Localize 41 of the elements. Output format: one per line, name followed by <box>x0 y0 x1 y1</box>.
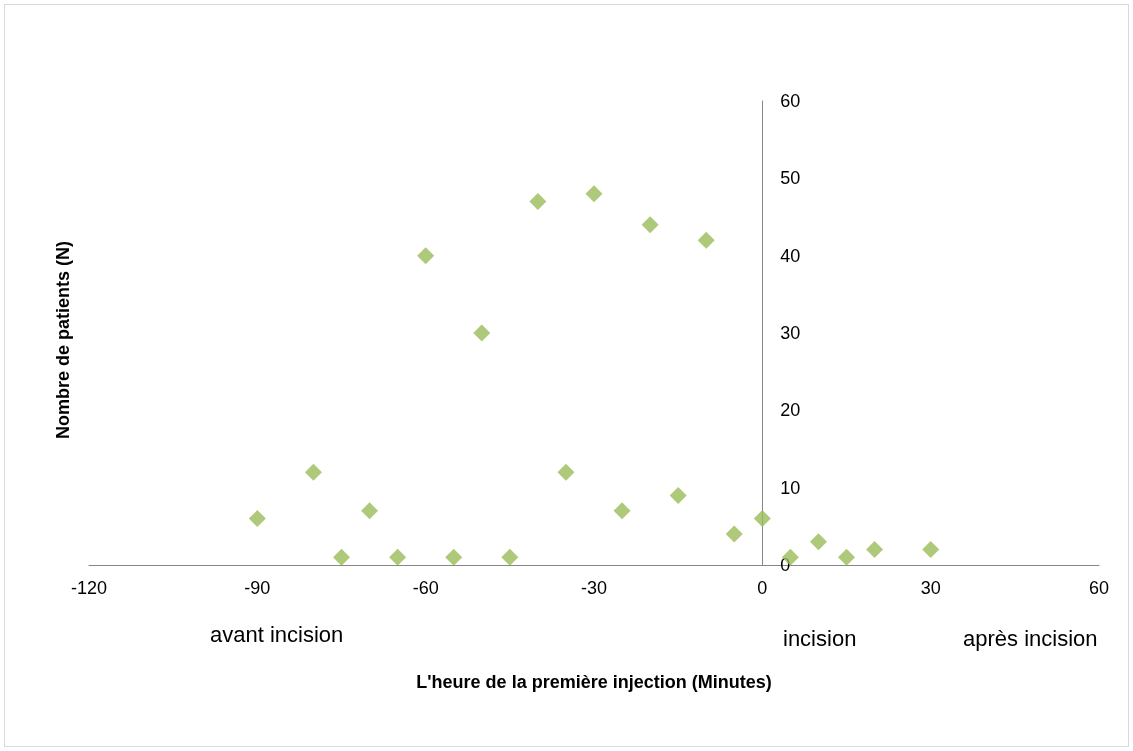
point <box>613 502 631 520</box>
point <box>389 548 407 566</box>
y-tick-label: 50 <box>780 168 801 189</box>
x-tick-label: 30 <box>920 578 941 598</box>
x-axis-title: L'heure de la première injection (Minutes) <box>416 672 772 692</box>
point <box>922 541 940 559</box>
text: après incision <box>963 625 1098 651</box>
y-tick-label: 0 <box>780 555 791 575</box>
y-tick-label: 20 <box>780 400 801 421</box>
point <box>838 548 855 566</box>
point <box>809 533 827 551</box>
point <box>753 510 771 528</box>
point <box>697 231 715 249</box>
point <box>641 216 659 234</box>
point <box>585 185 603 203</box>
x-tick-label: 0 <box>757 578 768 598</box>
point <box>669 486 687 504</box>
y-tick-label: 60 <box>780 91 801 111</box>
x-tick-label: -120 <box>70 578 108 598</box>
y-tick-label: 30 <box>780 323 801 343</box>
point <box>725 525 743 543</box>
point <box>529 193 547 211</box>
x-tick-label: 60 <box>1088 578 1110 598</box>
point <box>248 510 266 528</box>
x-tick-label: -60 <box>412 578 439 598</box>
point <box>417 247 435 265</box>
point <box>361 502 379 520</box>
point <box>473 324 491 342</box>
x-tick-label: -90 <box>244 578 271 598</box>
y-axis-title: Nombre de patients (N) <box>53 240 73 440</box>
point <box>557 463 575 481</box>
point <box>866 541 884 559</box>
point <box>445 548 463 566</box>
point <box>501 548 519 566</box>
y-tick-label: 10 <box>780 477 801 498</box>
x-tick-label: -30 <box>580 578 608 598</box>
text: incision <box>783 625 857 651</box>
point <box>333 548 350 566</box>
y-tick-label: 40 <box>780 245 801 266</box>
text: avant incision <box>210 621 344 647</box>
point <box>304 463 322 481</box>
